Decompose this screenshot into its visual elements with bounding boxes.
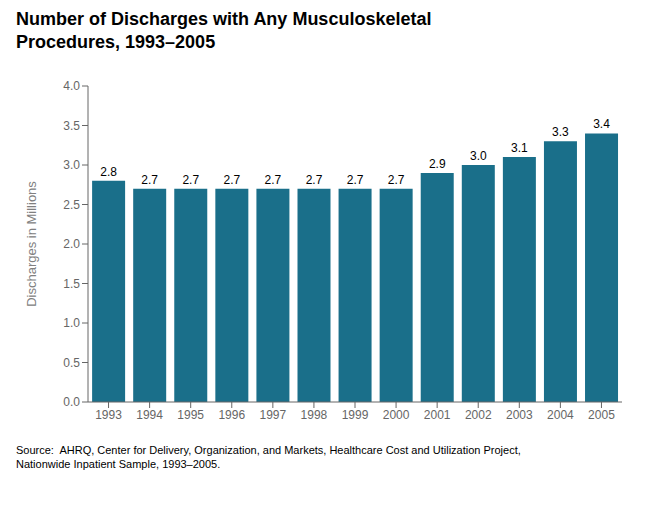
svg-text:3.3: 3.3 (552, 125, 569, 139)
svg-text:0.5: 0.5 (63, 356, 80, 370)
svg-text:2.7: 2.7 (388, 173, 405, 187)
svg-text:3.5: 3.5 (63, 119, 80, 133)
svg-text:Discharges in Millions: Discharges in Millions (24, 181, 39, 307)
svg-text:1997: 1997 (259, 408, 286, 422)
svg-text:2.7: 2.7 (347, 173, 364, 187)
svg-text:2004: 2004 (547, 408, 574, 422)
svg-text:2.0: 2.0 (63, 237, 80, 251)
svg-text:2.7: 2.7 (306, 173, 323, 187)
html-text:Source: AHRQ, Center for Deliv: Source: AHRQ, Center for Delivery, Organ… (16, 444, 521, 470)
svg-text:2.7: 2.7 (265, 173, 282, 187)
svg-text:2003: 2003 (506, 408, 533, 422)
svg-text:3.0: 3.0 (470, 149, 487, 163)
svg-text:3.0: 3.0 (63, 158, 80, 172)
svg-text:1999: 1999 (342, 408, 369, 422)
svg-text:1996: 1996 (218, 408, 245, 422)
svg-text:2002: 2002 (465, 408, 492, 422)
svg-text:2.9: 2.9 (429, 157, 446, 171)
svg-text:4.0: 4.0 (63, 79, 80, 93)
svg-text:2000: 2000 (383, 408, 410, 422)
svg-text:1998: 1998 (301, 408, 328, 422)
svg-text:2.7: 2.7 (223, 173, 240, 187)
svg-text:2.8: 2.8 (100, 165, 117, 179)
svg-text:1993: 1993 (95, 408, 122, 422)
svg-text:2001: 2001 (424, 408, 451, 422)
svg-text:3.1: 3.1 (511, 141, 528, 155)
svg-text:2.5: 2.5 (63, 198, 80, 212)
svg-text:2005: 2005 (588, 408, 615, 422)
svg-text:0.0: 0.0 (63, 395, 80, 409)
svg-text:2.7: 2.7 (141, 173, 158, 187)
svg-text:1.0: 1.0 (63, 316, 80, 330)
html-text:Number of Discharges with Any: Number of Discharges with Any Musculoske… (16, 9, 432, 52)
svg-text:1994: 1994 (136, 408, 163, 422)
svg-text:1995: 1995 (177, 408, 204, 422)
svg-text:2.7: 2.7 (182, 173, 199, 187)
svg-text:3.4: 3.4 (593, 117, 610, 131)
svg-text:1.5: 1.5 (63, 277, 80, 291)
